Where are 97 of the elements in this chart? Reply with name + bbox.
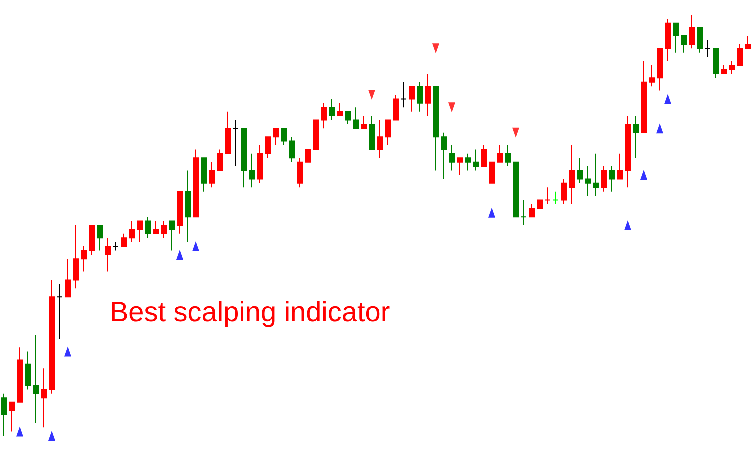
candlestick — [57, 284, 63, 340]
candlestick — [121, 233, 127, 248]
candlestick — [729, 60, 735, 74]
candlestick — [745, 36, 751, 50]
candlestick — [345, 111, 351, 125]
candlestick — [401, 82, 407, 108]
candlestick — [529, 204, 535, 218]
candlestick — [353, 107, 359, 130]
candlestick — [225, 111, 231, 154]
candlestick — [705, 40, 711, 58]
candlestick — [41, 368, 47, 428]
candlestick — [409, 86, 415, 112]
candlestick — [241, 128, 247, 188]
candlestick — [161, 220, 167, 239]
candlestick — [465, 153, 471, 172]
candlestick — [201, 158, 207, 192]
candlestick — [561, 178, 567, 205]
candlestick — [217, 149, 223, 172]
candlestick — [1, 393, 7, 436]
candlestick — [369, 116, 375, 150]
candlestick — [9, 402, 15, 432]
candlestick — [473, 149, 479, 172]
candlestick — [209, 162, 215, 188]
candlestick — [625, 116, 631, 188]
candlestick — [481, 145, 487, 168]
candlestick — [649, 65, 655, 88]
candlestick — [337, 102, 343, 117]
candlestick — [521, 200, 527, 226]
candlestick — [689, 14, 695, 50]
candlestick — [153, 220, 159, 234]
candlestick — [665, 18, 671, 62]
candlestick — [537, 200, 543, 210]
candlestick — [73, 225, 79, 290]
candlestick — [601, 166, 607, 192]
candlestick — [449, 145, 455, 172]
candlestick — [505, 145, 511, 168]
candlestick — [145, 216, 151, 239]
candlestick — [457, 158, 463, 176]
candlestick — [433, 86, 439, 172]
candlestick — [721, 65, 727, 74]
candlestick — [177, 191, 183, 234]
candlestick — [513, 162, 519, 218]
candlestick — [81, 246, 87, 272]
candlestick — [129, 220, 135, 243]
candlestick — [497, 145, 503, 163]
candlestick — [681, 36, 687, 54]
candlestick — [609, 166, 615, 192]
candlestick — [577, 158, 583, 184]
candlestick — [89, 225, 95, 256]
candlestick — [321, 102, 327, 130]
candlestick — [393, 94, 399, 121]
candlestick — [25, 351, 31, 390]
candlestick — [305, 149, 311, 163]
candlestick — [425, 73, 431, 117]
candlestick — [257, 145, 263, 184]
candlestick — [489, 162, 495, 184]
candlestick — [169, 220, 175, 252]
candlestick — [265, 136, 271, 159]
candlestick — [281, 128, 287, 146]
candlestick — [193, 149, 199, 218]
candlestick — [65, 258, 71, 298]
candlestick — [617, 153, 623, 180]
candlestick — [593, 153, 599, 197]
candlestick — [113, 242, 119, 252]
candlestick — [297, 158, 303, 188]
point — [624, 220, 632, 230]
candlestick — [737, 44, 743, 66]
candlestick — [585, 166, 591, 197]
candlestick — [697, 27, 703, 54]
candlestick — [641, 60, 647, 134]
candlestick — [185, 170, 191, 243]
candlestick — [633, 116, 639, 159]
annotation: Best scalping indicator — [110, 296, 390, 328]
candlestick — [569, 145, 575, 205]
candlestick — [361, 116, 367, 130]
candlestick — [377, 120, 383, 159]
candlestick — [137, 220, 143, 243]
candlestick — [273, 128, 279, 146]
candlestick — [417, 82, 423, 112]
candlestick — [233, 120, 239, 168]
point — [48, 431, 56, 441]
candlestick — [673, 22, 679, 54]
candlestick — [33, 334, 39, 424]
candlestick — [97, 225, 103, 252]
candlestick — [441, 132, 447, 180]
candlestick — [657, 48, 663, 92]
candlestick — [289, 136, 295, 163]
candlestick — [313, 120, 319, 150]
candlestick — [105, 238, 111, 272]
candlestick — [17, 347, 23, 403]
candlestick — [385, 120, 391, 146]
candlestick — [49, 280, 55, 394]
candlestick — [713, 48, 719, 79]
candlestick — [545, 187, 551, 205]
candlestick — [553, 191, 559, 205]
candlestick — [249, 153, 255, 188]
candlestick — [329, 98, 335, 121]
